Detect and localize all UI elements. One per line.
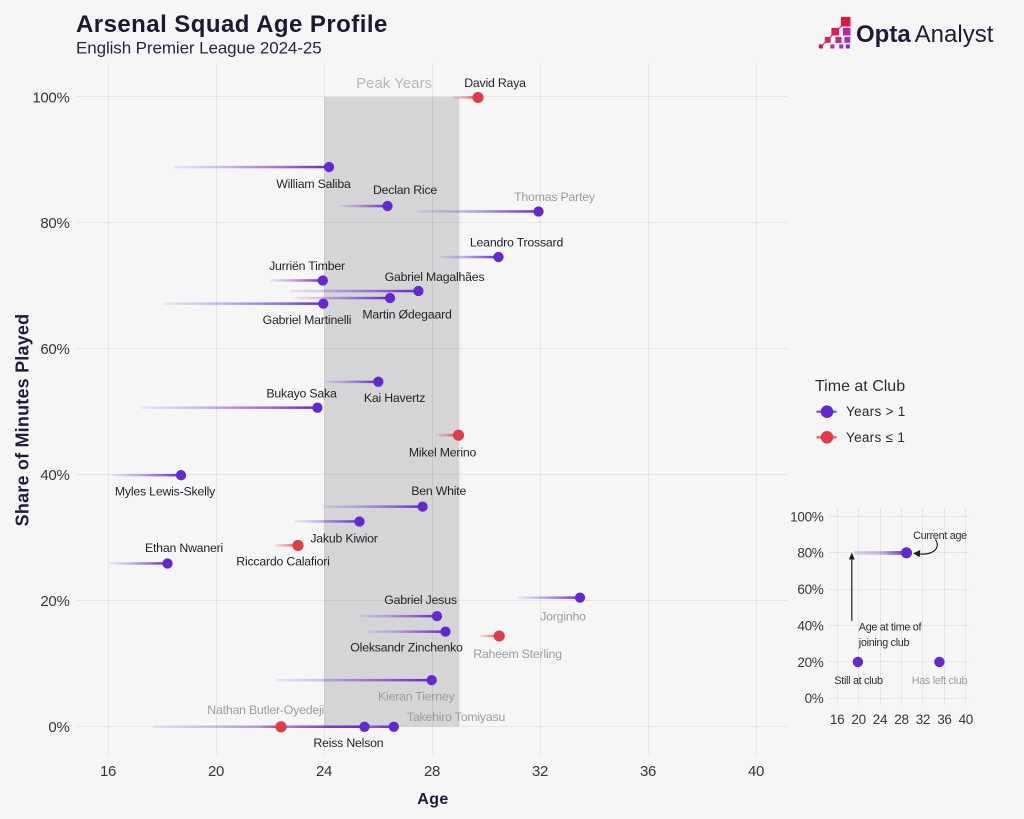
svg-text:English Premier League 2024-25: English Premier League 2024-25: [76, 39, 322, 58]
svg-text:Still at club: Still at club: [834, 675, 883, 687]
svg-text:Raheem Sterling: Raheem Sterling: [473, 647, 562, 661]
svg-text:Years > 1: Years > 1: [846, 404, 906, 419]
svg-text:Riccardo Calafiori: Riccardo Calafiori: [236, 554, 329, 568]
svg-text:Oleksandr Zinchenko: Oleksandr Zinchenko: [350, 640, 463, 654]
svg-text:80%: 80%: [797, 546, 823, 561]
svg-text:0%: 0%: [48, 719, 69, 736]
svg-text:Ben White: Ben White: [411, 484, 466, 498]
svg-text:80%: 80%: [40, 215, 69, 232]
svg-text:Jurriën Timber: Jurriën Timber: [269, 259, 345, 273]
svg-text:Myles Lewis-Skelly: Myles Lewis-Skelly: [115, 484, 216, 498]
svg-text:40%: 40%: [797, 618, 823, 633]
svg-text:Reiss Nelson: Reiss Nelson: [313, 736, 383, 750]
svg-text:Gabriel Martinelli: Gabriel Martinelli: [263, 313, 352, 327]
svg-text:32: 32: [532, 763, 548, 780]
svg-text:60%: 60%: [797, 582, 823, 597]
svg-text:20%: 20%: [797, 655, 823, 670]
svg-text:24: 24: [316, 763, 332, 780]
svg-text:24: 24: [873, 712, 888, 727]
svg-text:Arsenal Squad Age Profile: Arsenal Squad Age Profile: [76, 11, 388, 38]
svg-text:20%: 20%: [40, 593, 69, 610]
svg-text:Martin Ødegaard: Martin Ødegaard: [362, 307, 452, 321]
svg-text:Current age: Current age: [913, 530, 967, 542]
svg-text:40%: 40%: [40, 467, 69, 484]
svg-text:0%: 0%: [805, 691, 824, 706]
svg-text:32: 32: [916, 712, 930, 727]
svg-text:Gabriel Magalhães: Gabriel Magalhães: [385, 270, 485, 284]
svg-text:Jorginho: Jorginho: [540, 609, 586, 623]
svg-text:Mikel Merino: Mikel Merino: [409, 445, 477, 459]
svg-text:William Saliba: William Saliba: [276, 177, 351, 191]
svg-text:60%: 60%: [40, 341, 69, 358]
svg-text:16: 16: [830, 712, 844, 727]
svg-text:100%: 100%: [32, 89, 69, 106]
svg-text:joining club: joining club: [858, 637, 910, 649]
svg-text:Gabriel Jesus: Gabriel Jesus: [384, 593, 457, 607]
svg-text:40: 40: [959, 712, 973, 727]
svg-text:David Raya: David Raya: [464, 76, 526, 90]
svg-text:Declan Rice: Declan Rice: [373, 183, 437, 197]
svg-text:Has left club: Has left club: [912, 675, 968, 687]
svg-text:Jakub Kiwior: Jakub Kiwior: [310, 531, 377, 545]
svg-text:36: 36: [640, 763, 656, 780]
svg-text:Nathan Butler-Oyedeji: Nathan Butler-Oyedeji: [207, 703, 324, 717]
svg-text:40: 40: [748, 763, 764, 780]
svg-text:Peak Years: Peak Years: [356, 75, 432, 92]
svg-text:16: 16: [100, 763, 116, 780]
svg-text:100%: 100%: [790, 509, 824, 524]
svg-text:Kieran Tierney: Kieran Tierney: [378, 689, 456, 703]
svg-text:20: 20: [208, 763, 224, 780]
svg-text:Share of Minutes Played: Share of Minutes Played: [13, 314, 33, 527]
svg-text:36: 36: [937, 712, 951, 727]
svg-text:Thomas Partey: Thomas Partey: [514, 190, 596, 204]
svg-text:Bukayo Saka: Bukayo Saka: [266, 386, 337, 400]
svg-text:Takehiro Tomiyasu: Takehiro Tomiyasu: [407, 710, 506, 724]
svg-text:28: 28: [424, 763, 440, 780]
svg-text:Kai Havertz: Kai Havertz: [364, 391, 425, 405]
svg-text:Ethan Nwaneri: Ethan Nwaneri: [145, 541, 223, 555]
svg-text:Time at Club: Time at Club: [815, 378, 905, 395]
svg-text:Age at time of: Age at time of: [859, 622, 923, 634]
svg-text:28: 28: [894, 712, 908, 727]
svg-text:Years ≤ 1: Years ≤ 1: [846, 430, 905, 445]
svg-text:Leandro Trossard: Leandro Trossard: [470, 235, 564, 249]
svg-text:20: 20: [851, 712, 865, 727]
svg-text:Age: Age: [417, 791, 448, 808]
